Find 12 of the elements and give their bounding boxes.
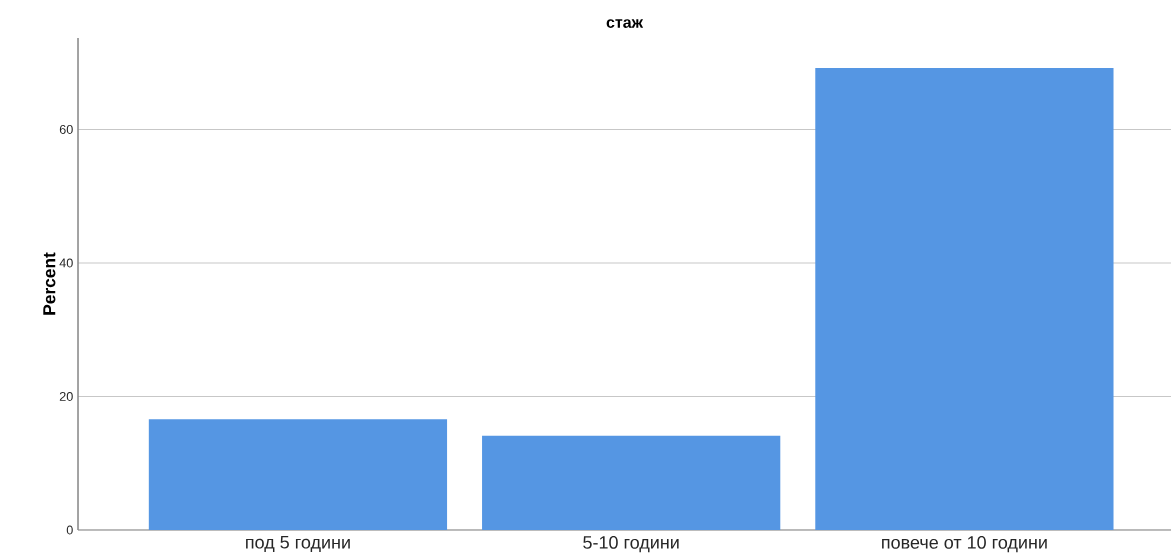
x-tick-label: повече от 10 години: [882, 536, 1047, 553]
y-tick-label: 20: [59, 391, 73, 401]
x-tick-label: 5-10 години: [583, 536, 679, 553]
x-tick-label: под 5 години: [246, 536, 350, 553]
bar: [148, 419, 448, 530]
bar: [482, 435, 781, 530]
chart-title: стаж: [606, 19, 644, 28]
y-axis-title: Percent: [43, 252, 56, 315]
y-tick-label: 0: [66, 525, 73, 535]
y-tick-label: 40: [59, 258, 73, 268]
y-tick-label: 60: [59, 124, 73, 134]
bar: [815, 68, 1114, 530]
